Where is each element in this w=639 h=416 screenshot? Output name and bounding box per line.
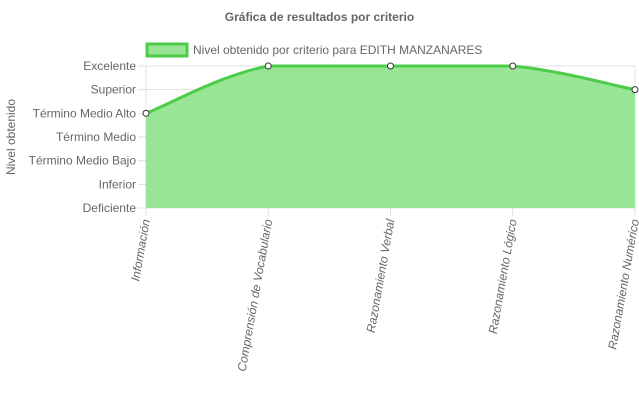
data-point[interactable] xyxy=(387,62,394,70)
legend-swatch xyxy=(145,42,189,58)
y-tick-label: Término Medio xyxy=(56,130,136,144)
y-tick-label: Superior xyxy=(91,83,136,97)
legend-label: Nivel obtenido por criterio para EDITH M… xyxy=(193,43,482,57)
chart-title: Gráfica de resultados por criterio xyxy=(225,10,414,24)
y-axis-title: Nivel obtenido xyxy=(4,99,18,175)
y-tick-label: Deficiente xyxy=(83,201,137,215)
legend[interactable]: Nivel obtenido por criterio para EDITH M… xyxy=(145,42,482,58)
x-tick-label: Comprensión de Vocabulario xyxy=(235,218,276,373)
y-tick-label: Excelente xyxy=(83,59,136,73)
x-tick-label: Razonamiento Numérico xyxy=(605,218,639,351)
data-point[interactable] xyxy=(142,109,150,117)
y-tick-label: Término Medio Bajo xyxy=(29,154,137,168)
y-tick-label: Término Medio Alto xyxy=(33,106,137,120)
x-tick-label: Razonamiento Verbal xyxy=(364,218,398,334)
data-points xyxy=(142,62,639,117)
x-axis: Información Comprensión de Vocabulario Raz… xyxy=(128,218,639,373)
data-point[interactable] xyxy=(509,62,517,70)
x-tick-label: Información xyxy=(128,218,153,282)
y-axis: Deficiente Inferior Término Medio Bajo Térm… xyxy=(29,59,137,215)
series-area-fill xyxy=(146,66,635,208)
data-point[interactable] xyxy=(264,62,272,70)
plot-area xyxy=(145,64,636,208)
data-point[interactable] xyxy=(631,86,639,94)
y-tick-label: Inferior xyxy=(99,177,136,191)
x-tick-label: Razonamiento Lógico xyxy=(486,218,520,335)
